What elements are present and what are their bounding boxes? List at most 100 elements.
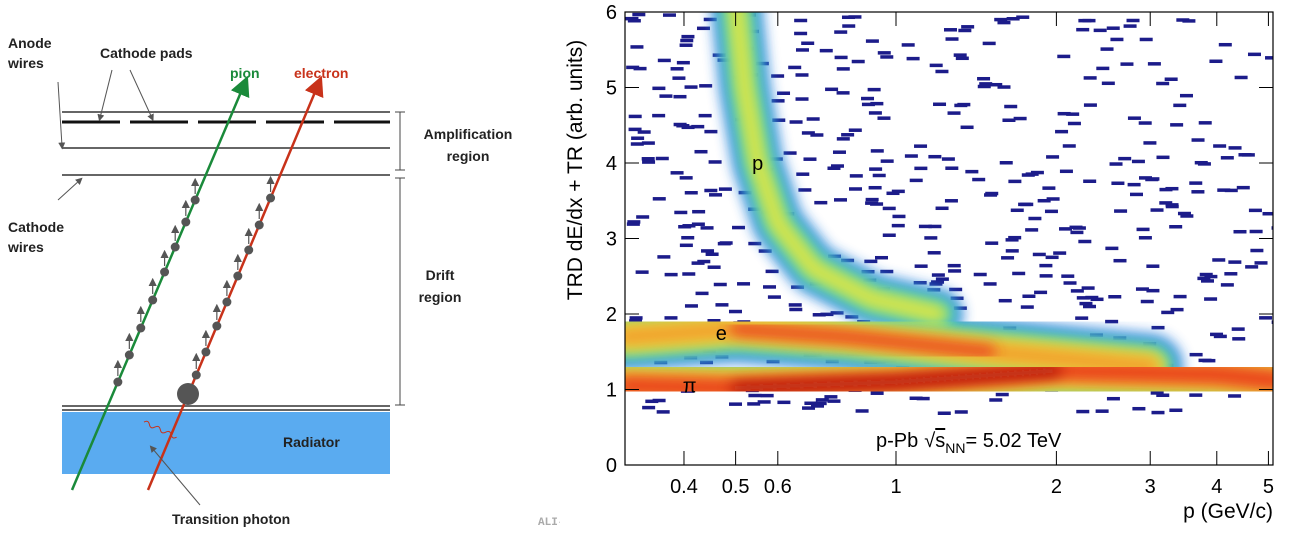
sparse-bin [1254,261,1268,265]
sparse-bin [1146,264,1160,268]
band-annotation: π [683,376,697,398]
sparse-bin [1020,202,1034,207]
sparse-bin [1250,248,1264,253]
sparse-bin [808,353,822,357]
sparse-bin [928,224,942,229]
sparse-bin [717,241,731,246]
sparse-bin [984,193,998,197]
ionisation-dot [212,321,222,331]
sparse-bin [1202,358,1216,363]
sparse-bin [1135,287,1149,291]
sparse-bin [679,243,693,248]
sparse-bin [657,58,671,63]
sparse-bin [691,261,705,265]
sparse-bin [633,66,647,71]
sparse-bin [1083,304,1097,309]
sparse-bin [702,349,716,353]
sparse-bin [834,30,848,34]
sparse-bin [960,125,974,130]
density-band [713,12,963,338]
sparse-bin [882,299,896,304]
sparse-bin [1156,393,1170,398]
sparse-bin [832,150,846,154]
sparse-bin [1189,181,1203,185]
sparse-bin [732,75,746,80]
sparse-bin [767,376,781,380]
sparse-bin [684,355,698,360]
sparse-bin [965,169,979,174]
sparse-bin [679,43,693,47]
sparse-bin [798,188,812,192]
sparse-bin [1075,316,1089,320]
sparse-bin [868,111,882,115]
sparse-bin [1169,225,1183,229]
system-energy: = 5.02 TeV [965,430,1061,452]
sparse-bin [718,187,732,191]
sparse-bin [642,405,656,410]
sparse-bin [796,172,810,176]
sparse-bin [696,26,710,31]
sparse-bin [1123,24,1137,28]
photon-wave [143,420,177,439]
sparse-bin [711,377,725,382]
sparse-bin [1232,337,1246,341]
band-annotation: e [716,323,727,345]
sparse-bin [1156,81,1170,86]
sparse-bin [1113,258,1127,263]
sparse-bin [1059,169,1073,174]
sparse-bin [1001,256,1015,260]
system-sqrt: s [935,430,945,452]
sparse-bin [1170,307,1184,312]
sparse-bin [628,114,642,119]
sparse-bin [1070,289,1084,293]
sparse-bin [847,352,861,356]
sparse-bin [789,307,803,312]
sparse-bin [997,85,1011,89]
sparse-bin [1028,216,1042,221]
sparse-bin [953,53,967,57]
sparse-bin [1111,181,1125,186]
sparse-bin [803,353,817,357]
density-band [625,350,1273,408]
pointer [149,445,201,506]
sparse-bin [973,367,987,371]
sparse-bin [1018,202,1032,207]
sparse-bin [1197,276,1211,281]
sparse-bin [748,241,762,246]
sparse-bin [1189,393,1203,397]
sparse-bin [855,371,869,375]
sparse-bin [864,259,878,264]
sparse-bin [628,127,642,132]
sparse-bin [709,193,723,197]
ionisation-dot [244,245,254,255]
sparse-bin [789,120,803,124]
sparse-bin [937,411,951,415]
sparse-bin [704,188,718,193]
sparse-bin [994,17,1008,22]
density-band [625,337,1273,421]
sparse-bin [1224,272,1238,276]
sparse-bin [832,288,846,293]
sparse-bin [763,285,777,289]
sparse-bin [1164,77,1178,81]
sparse-bin [944,199,958,203]
sparse-bin [836,137,850,141]
sparse-bin [1069,225,1083,230]
sparse-bin [825,359,839,364]
sparse-bin [674,210,688,215]
sparse-bin [674,385,688,389]
sparse-bin [958,28,972,33]
sparse-bin [765,269,779,274]
sparse-bin [1118,156,1132,161]
sparse-bin [874,255,888,260]
sparse-bin [929,63,943,68]
sparse-bin [848,187,862,191]
sparse-bin [699,384,713,389]
ionisation-dot [191,370,201,380]
sparse-bin [1213,144,1227,148]
electron-track [146,75,324,491]
sparse-bin [794,18,808,23]
sparse-bin [1032,252,1046,257]
sparse-bin [1046,155,1060,159]
sparse-bin [870,391,884,395]
